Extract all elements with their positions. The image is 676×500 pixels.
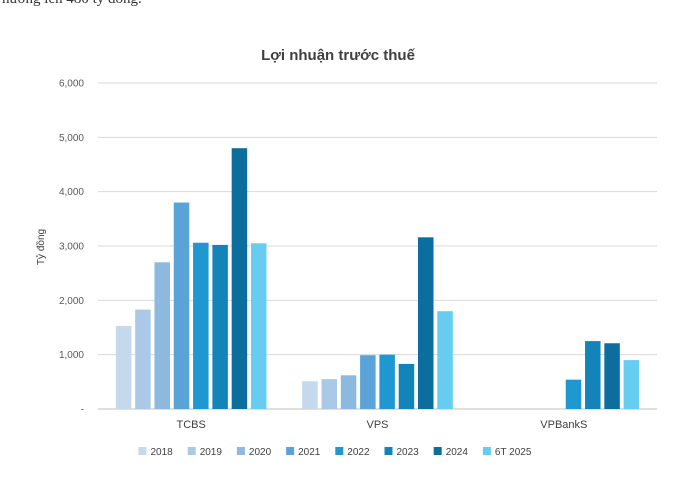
- bar-vpbanks-6t-2025: [623, 360, 640, 409]
- bar-vps-2023: [398, 363, 415, 409]
- legend-label: 2021: [298, 447, 321, 458]
- y-tick-label: 5,000: [59, 133, 84, 144]
- legend-label: 2018: [151, 447, 174, 458]
- category-label: VPBankS: [540, 419, 587, 431]
- bar-vps-2019: [321, 379, 337, 409]
- bar-vpbanks-2022: [565, 379, 582, 409]
- y-tick-label: 6,000: [59, 79, 84, 90]
- legend-swatch: [433, 447, 442, 455]
- y-axis-ticks: - 1,000 2,000 3,000 4,000 5,000 6,000: [59, 79, 84, 416]
- bar-vpbanks-2023: [585, 341, 601, 409]
- bar-tcbs-2021: [173, 202, 190, 409]
- bar-vps-2021: [360, 355, 376, 409]
- legend-swatch: [236, 447, 245, 455]
- legend-swatch: [482, 447, 491, 455]
- bar-tcbs-2024: [231, 148, 248, 409]
- y-tick-label: -: [81, 405, 84, 416]
- legend-swatch: [187, 447, 196, 455]
- legend-swatch: [384, 447, 393, 455]
- header-text: hướng lên 480 tỷ đồng.: [2, 0, 142, 8]
- y-axis-label: Tỷ đồng: [35, 229, 47, 265]
- bars: [115, 148, 640, 409]
- category-label: TCBS: [176, 419, 205, 431]
- bar-tcbs-2023: [212, 244, 228, 409]
- legend-label: 2022: [347, 447, 370, 458]
- bar-tcbs-2019: [135, 309, 151, 409]
- bar-tcbs-2022: [193, 242, 209, 409]
- y-tick-label: 2,000: [59, 296, 84, 307]
- y-tick-label: 3,000: [59, 242, 84, 253]
- bar-vps-2022: [379, 354, 395, 409]
- bar-vps-2024: [418, 237, 434, 409]
- legend-label: 2019: [200, 447, 223, 458]
- legend-label: 2024: [446, 447, 469, 458]
- y-tick-label: 1,000: [59, 350, 84, 361]
- bar-vpbanks-2024: [604, 343, 620, 409]
- legend-swatch: [138, 447, 147, 455]
- bar-vps-2020: [340, 375, 357, 409]
- legend-label: 2023: [397, 447, 420, 458]
- bar-vps-6t-2025: [437, 311, 453, 409]
- legend: 2018 2019 2020 2021 2022 2023 2024 6T 2025: [138, 447, 532, 458]
- y-tick-label: 4,000: [59, 187, 84, 198]
- legend-swatch: [286, 447, 295, 455]
- legend-label: 2020: [249, 447, 272, 458]
- legend-swatch: [335, 447, 344, 455]
- category-labels: TCBS VPS VPBankS: [176, 419, 587, 431]
- category-label: VPS: [366, 419, 388, 431]
- chart-title: Lợi nhuận trước thuế: [261, 47, 416, 64]
- bar-tcbs-2020: [154, 262, 170, 409]
- bar-tcbs-2018: [115, 325, 132, 409]
- legend-label: 6T 2025: [495, 447, 532, 458]
- gridlines: [98, 82, 657, 410]
- bar-vps-2018: [302, 381, 318, 409]
- bar-tcbs-6t-2025: [250, 243, 267, 409]
